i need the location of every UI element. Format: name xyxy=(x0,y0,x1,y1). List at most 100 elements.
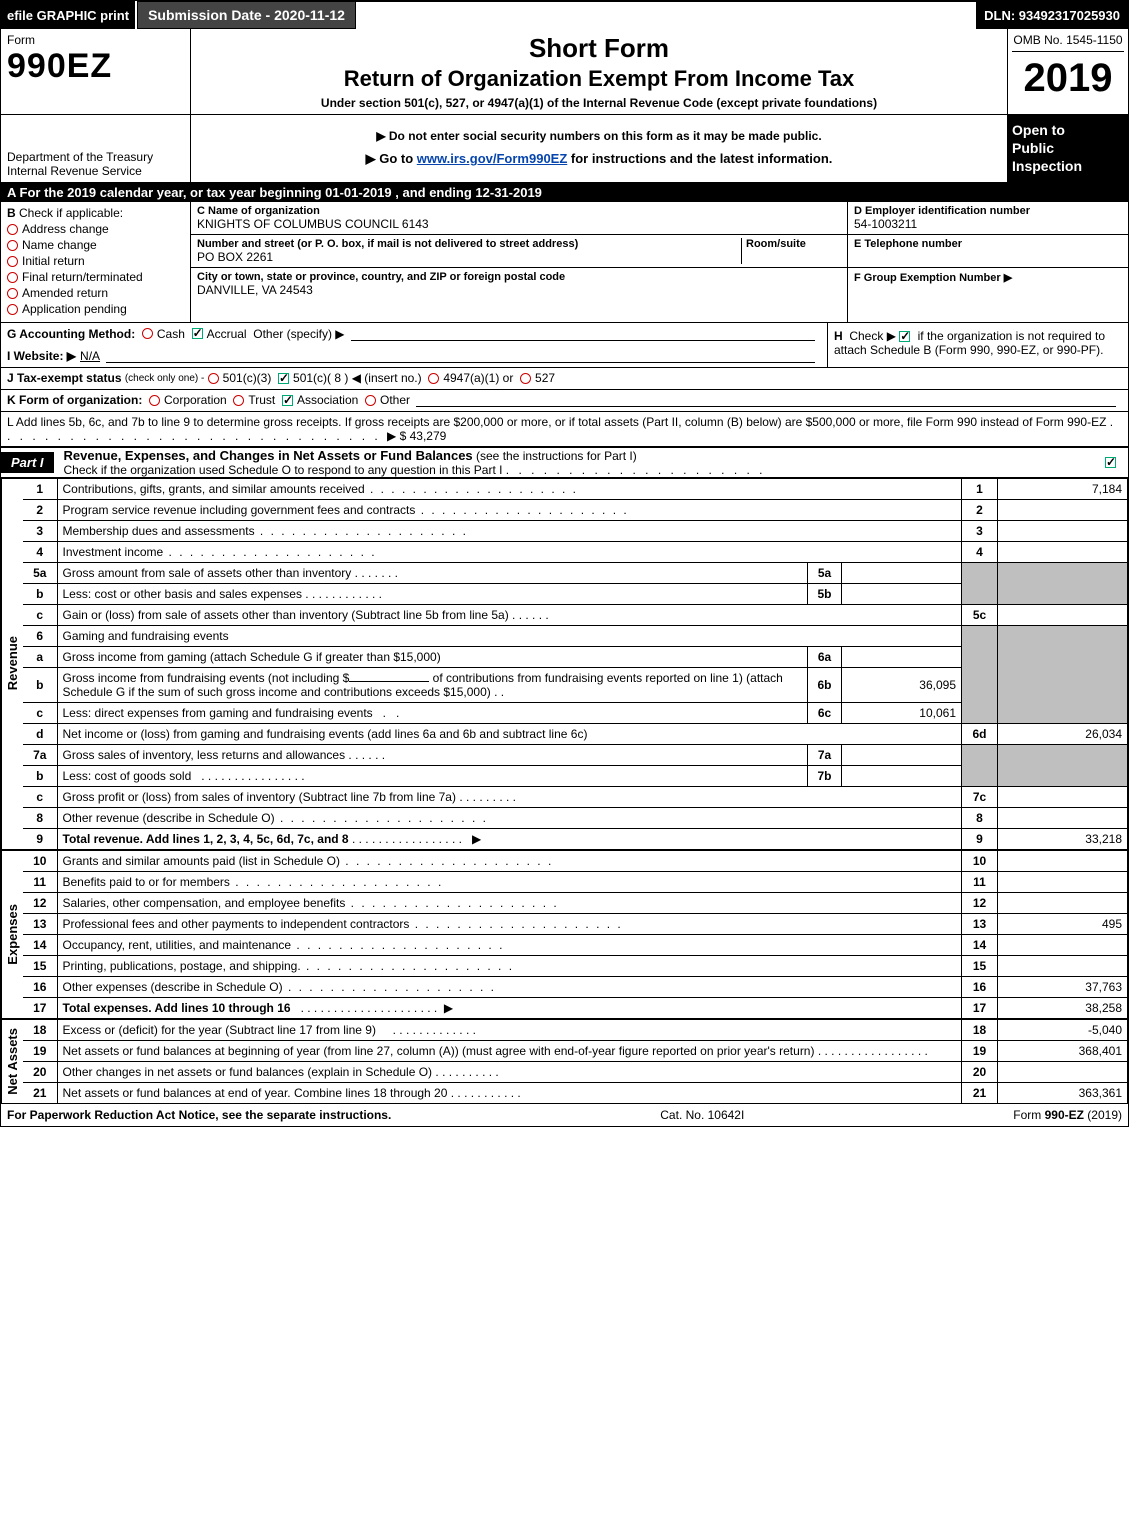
num-17: 17 xyxy=(962,997,998,1018)
footer-left: For Paperwork Reduction Act Notice, see … xyxy=(7,1108,391,1122)
amt-13: 495 xyxy=(998,913,1128,934)
checkbox-schedule-o[interactable] xyxy=(1105,457,1116,468)
grey-7 xyxy=(962,744,998,786)
form-header-row2: Department of the Treasury Internal Reve… xyxy=(1,115,1128,183)
efile-print-label[interactable]: efile GRAPHIC print xyxy=(1,1,137,29)
row-18: 18 Excess or (deficit) for the year (Sub… xyxy=(23,1019,1128,1040)
line-i: I Website: ▶ N/A xyxy=(1,345,827,367)
radio-application-pending[interactable] xyxy=(7,304,18,315)
line-g-h-wrap: G Accounting Method: Cash Accrual Other … xyxy=(1,323,1128,368)
checkbox-accrual[interactable] xyxy=(192,328,203,339)
row-4: 4 Investment income 4 xyxy=(23,541,1128,562)
header-right-col: OMB No. 1545-1150 2019 xyxy=(1008,29,1128,114)
g-other-fill[interactable] xyxy=(351,327,816,341)
col-d-ein: D Employer identification number 54-1003… xyxy=(848,202,1128,322)
num-7c: 7c xyxy=(962,786,998,807)
desc-18: Excess or (deficit) for the year (Subtra… xyxy=(57,1019,962,1040)
submission-date-badge: Submission Date - 2020-11-12 xyxy=(137,1,356,29)
checkbox-h[interactable] xyxy=(899,331,910,342)
line-l-text: L Add lines 5b, 6c, and 7b to line 9 to … xyxy=(7,415,1106,429)
h-text1: Check ▶ xyxy=(849,329,896,343)
radio-other-org[interactable] xyxy=(365,395,376,406)
ln-6a: a xyxy=(23,646,57,667)
ln-7b: b xyxy=(23,765,57,786)
label-b: B xyxy=(7,206,16,220)
desc-16: Other expenses (describe in Schedule O) xyxy=(57,976,962,997)
form-990ez-page: efile GRAPHIC print Submission Date - 20… xyxy=(0,0,1129,1127)
desc-11: Benefits paid to or for members xyxy=(57,871,962,892)
amt-2 xyxy=(998,499,1128,520)
radio-amended-return[interactable] xyxy=(7,288,18,299)
col-b-checkboxes: B Check if applicable: Address change Na… xyxy=(1,202,191,322)
radio-final-return[interactable] xyxy=(7,272,18,283)
desc-21: Net assets or fund balances at end of ye… xyxy=(57,1082,962,1103)
radio-4947[interactable] xyxy=(428,373,439,384)
ln-20: 20 xyxy=(23,1061,57,1082)
grey-6 xyxy=(962,625,998,723)
ln-18: 18 xyxy=(23,1019,57,1040)
website-value: N/A xyxy=(80,349,100,363)
org-name-value: KNIGHTS OF COLUMBUS COUNCIL 6143 xyxy=(197,217,841,231)
opt-amended-return: Amended return xyxy=(22,286,108,300)
revenue-table: 1 Contributions, gifts, grants, and simi… xyxy=(23,478,1128,850)
radio-name-change[interactable] xyxy=(7,240,18,251)
desc-10: Grants and similar amounts paid (list in… xyxy=(57,850,962,871)
amt-16: 37,763 xyxy=(998,976,1128,997)
ln-5c: c xyxy=(23,604,57,625)
short-form-title: Short Form xyxy=(197,33,1001,64)
radio-initial-return[interactable] xyxy=(7,256,18,267)
footer-mid: Cat. No. 10642I xyxy=(660,1108,744,1122)
radio-527[interactable] xyxy=(520,373,531,384)
num-16: 16 xyxy=(962,976,998,997)
ln-14: 14 xyxy=(23,934,57,955)
checkbox-501c[interactable] xyxy=(278,373,289,384)
ln-13: 13 xyxy=(23,913,57,934)
desc-17: Total expenses. Add lines 10 through 16 … xyxy=(57,997,962,1018)
desc-7c: Gross profit or (loss) from sales of inv… xyxy=(57,786,962,807)
ln-9: 9 xyxy=(23,828,57,849)
desc-5a: Gross amount from sale of assets other t… xyxy=(57,562,808,583)
num-9: 9 xyxy=(962,828,998,849)
desc-14: Occupancy, rent, utilities, and maintena… xyxy=(57,934,962,955)
row-13: 13 Professional fees and other payments … xyxy=(23,913,1128,934)
desc-8: Other revenue (describe in Schedule O) xyxy=(57,807,962,828)
desc-6b: Gross income from fundraising events (no… xyxy=(57,667,808,702)
label-phone: E Telephone number xyxy=(854,238,1122,250)
form-number: 990EZ xyxy=(7,47,184,86)
radio-address-change[interactable] xyxy=(7,224,18,235)
num-18: 18 xyxy=(962,1019,998,1040)
desc-20: Other changes in net assets or fund bala… xyxy=(57,1061,962,1082)
ln-4: 4 xyxy=(23,541,57,562)
grey-6-amt xyxy=(998,625,1128,723)
group-exemption-row: F Group Exemption Number ▶ xyxy=(848,268,1128,287)
radio-corp[interactable] xyxy=(149,395,160,406)
desc-5b: Less: cost or other basis and sales expe… xyxy=(57,583,808,604)
radio-trust[interactable] xyxy=(233,395,244,406)
phone-row: E Telephone number xyxy=(848,235,1128,268)
amt-6d: 26,034 xyxy=(998,723,1128,744)
line-l-amount: ▶ $ 43,279 xyxy=(387,429,446,443)
row-8: 8 Other revenue (describe in Schedule O)… xyxy=(23,807,1128,828)
header-left-col: Form 990EZ xyxy=(1,29,191,114)
desc-2: Program service revenue including govern… xyxy=(57,499,962,520)
label-group-exemption: F Group Exemption Number ▶ xyxy=(854,271,1122,284)
ein-value: 54-1003211 xyxy=(854,217,1122,231)
radio-cash[interactable] xyxy=(142,328,153,339)
label-ein: D Employer identification number xyxy=(854,205,1122,217)
checkbox-assoc[interactable] xyxy=(282,395,293,406)
radio-501c3[interactable] xyxy=(208,373,219,384)
row-5a: 5a Gross amount from sale of assets othe… xyxy=(23,562,1128,583)
ln-6d: d xyxy=(23,723,57,744)
net-assets-wrap: Net Assets 18 Excess or (deficit) for th… xyxy=(1,1019,1128,1104)
label-room-suite: Room/suite xyxy=(746,238,841,250)
open-public-block: Open to Public Inspection xyxy=(1008,115,1128,182)
irs-link[interactable]: www.irs.gov/Form990EZ xyxy=(417,151,568,166)
num-15: 15 xyxy=(962,955,998,976)
amt-3 xyxy=(998,520,1128,541)
form-word: Form xyxy=(7,33,184,47)
i-fill xyxy=(106,349,815,363)
subamt-6a xyxy=(842,646,962,667)
desc-13: Professional fees and other payments to … xyxy=(57,913,962,934)
topbar-spacer xyxy=(356,1,976,29)
k-fill xyxy=(416,393,1116,407)
